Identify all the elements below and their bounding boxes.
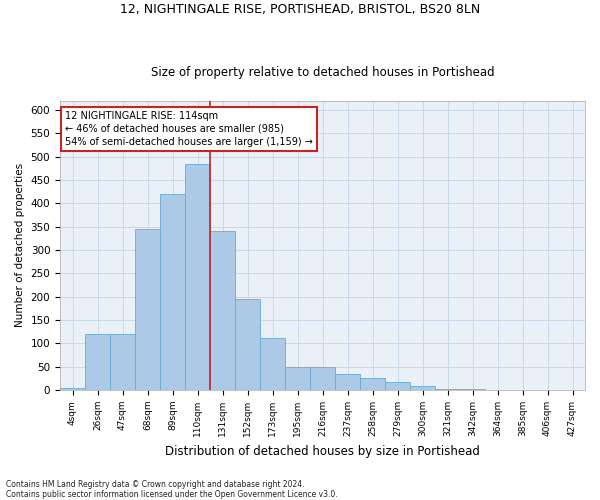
Text: Contains public sector information licensed under the Open Government Licence v3: Contains public sector information licen… [6,490,338,499]
Bar [260,338,285,390]
Title: Size of property relative to detached houses in Portishead: Size of property relative to detached ho… [151,66,494,78]
Text: Contains HM Land Registry data © Crown copyright and database right 2024.: Contains HM Land Registry data © Crown c… [6,480,305,489]
Bar [85,334,110,390]
Y-axis label: Number of detached properties: Number of detached properties [15,163,25,328]
X-axis label: Distribution of detached houses by size in Portishead: Distribution of detached houses by size … [165,444,480,458]
Bar [335,374,360,390]
Bar [210,232,235,390]
Text: 12, NIGHTINGALE RISE, PORTISHEAD, BRISTOL, BS20 8LN: 12, NIGHTINGALE RISE, PORTISHEAD, BRISTO… [120,2,480,16]
Bar [160,194,185,390]
Bar [235,299,260,390]
Bar [410,386,435,390]
Bar [460,389,485,390]
Bar [285,366,310,390]
Bar [60,388,85,390]
Text: 12 NIGHTINGALE RISE: 114sqm
← 46% of detached houses are smaller (985)
54% of se: 12 NIGHTINGALE RISE: 114sqm ← 46% of det… [65,111,313,147]
Bar [185,164,210,390]
Bar [310,366,335,390]
Bar [360,378,385,390]
Bar [135,229,160,390]
Bar [110,334,135,390]
Bar [385,382,410,390]
Bar [435,388,460,390]
